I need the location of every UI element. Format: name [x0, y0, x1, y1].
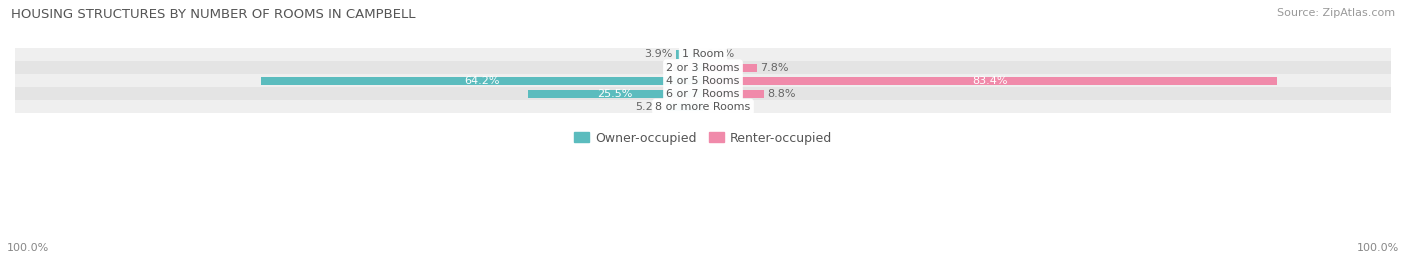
Bar	[676, 50, 703, 59]
Bar	[695, 63, 703, 72]
Text: 8 or more Rooms: 8 or more Rooms	[655, 102, 751, 112]
Text: 25.5%: 25.5%	[598, 89, 633, 99]
Bar	[15, 61, 1391, 74]
Bar	[703, 63, 756, 72]
Text: 5.2%: 5.2%	[636, 102, 664, 112]
Text: 0.0%: 0.0%	[706, 102, 735, 112]
Text: Source: ZipAtlas.com: Source: ZipAtlas.com	[1277, 8, 1395, 18]
Text: 7.8%: 7.8%	[761, 63, 789, 73]
Text: 6 or 7 Rooms: 6 or 7 Rooms	[666, 89, 740, 99]
Text: 64.2%: 64.2%	[464, 76, 501, 86]
Text: 3.9%: 3.9%	[644, 49, 672, 59]
Bar	[668, 103, 703, 111]
Text: 83.4%: 83.4%	[972, 76, 1008, 86]
Text: 100.0%: 100.0%	[7, 243, 49, 253]
Text: 1.2%: 1.2%	[664, 63, 692, 73]
Text: 0.0%: 0.0%	[706, 49, 735, 59]
Text: 4 or 5 Rooms: 4 or 5 Rooms	[666, 76, 740, 86]
Bar	[15, 74, 1391, 87]
Bar	[15, 87, 1391, 100]
Text: 8.8%: 8.8%	[768, 89, 796, 99]
Legend: Owner-occupied, Renter-occupied: Owner-occupied, Renter-occupied	[574, 132, 832, 144]
Text: 1 Room: 1 Room	[682, 49, 724, 59]
Bar	[703, 90, 763, 98]
Text: HOUSING STRUCTURES BY NUMBER OF ROOMS IN CAMPBELL: HOUSING STRUCTURES BY NUMBER OF ROOMS IN…	[11, 8, 416, 21]
Text: 2 or 3 Rooms: 2 or 3 Rooms	[666, 63, 740, 73]
Bar	[15, 100, 1391, 114]
Bar	[703, 77, 1277, 85]
Bar	[262, 77, 703, 85]
Bar	[527, 90, 703, 98]
Bar	[15, 48, 1391, 61]
Text: 100.0%: 100.0%	[1357, 243, 1399, 253]
